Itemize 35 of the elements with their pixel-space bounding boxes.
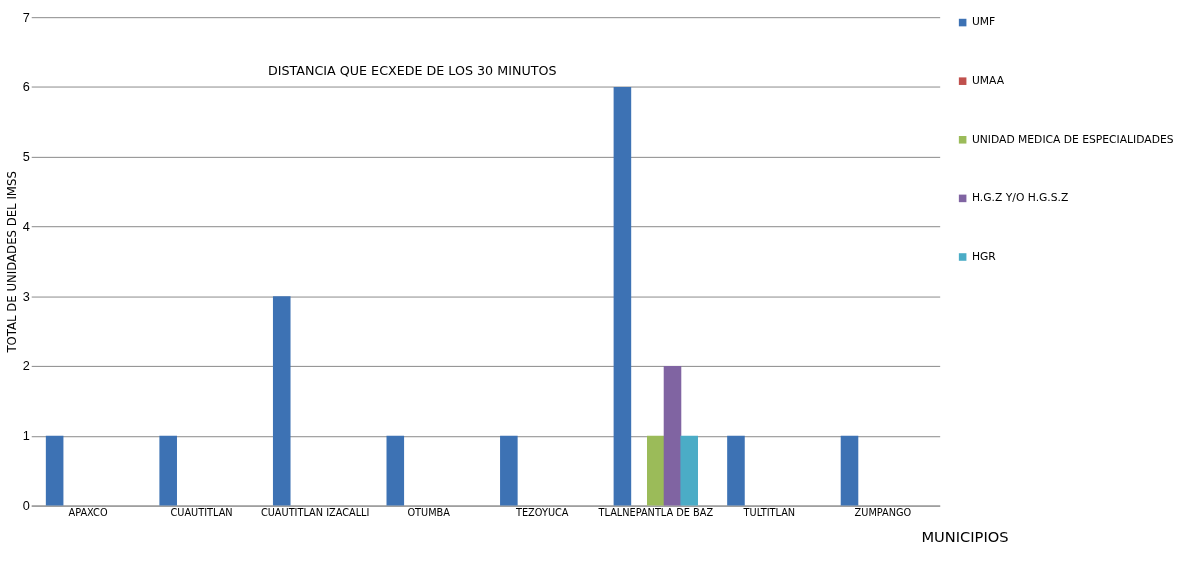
x-tick-label: TULTITLAN xyxy=(742,506,796,518)
bar xyxy=(647,435,665,506)
bar xyxy=(613,86,632,506)
bar xyxy=(159,435,177,506)
annotation: DISTANCIA QUE ECXEDE DE LOS 30 MINUTOS xyxy=(267,62,557,78)
bar xyxy=(386,435,405,506)
x-tick-label: OTUMBA xyxy=(407,506,451,518)
bar xyxy=(500,435,518,506)
bar xyxy=(663,366,682,506)
bar xyxy=(727,435,745,506)
legend-label: H.G.Z Y/O H.G.S.Z xyxy=(971,191,1069,205)
legend-label: HGR xyxy=(971,249,997,263)
legend-label: UNIDAD MEDICA DE ESPECIALIDADES xyxy=(971,132,1174,146)
y-tick-label: 0 xyxy=(22,498,30,513)
y-axis-title: TOTAL DE UNIDADES DEL IMSS xyxy=(4,171,19,354)
legend-label: UMAA xyxy=(971,74,1005,88)
y-tick-label: 7 xyxy=(22,10,30,25)
x-tick-label: APAXCO xyxy=(68,506,108,518)
legend-label: UMF xyxy=(971,15,996,29)
x-tick-label: TEZOYUCA xyxy=(514,506,569,518)
bar xyxy=(840,435,859,506)
x-axis-title: MUNICIPIOS xyxy=(921,528,1009,546)
x-tick-label: CUAUTITLAN IZACALLI xyxy=(260,506,370,518)
x-tick-label: ZUMPANGO xyxy=(854,506,912,518)
y-tick-label: 3 xyxy=(22,289,30,304)
bar xyxy=(680,435,698,506)
x-tick-label: TLALNEPANTLA DE BAZ xyxy=(597,506,714,518)
y-tick-label: 5 xyxy=(22,150,30,165)
bar xyxy=(272,296,291,506)
x-tick-label: CUAUTITLAN xyxy=(170,506,233,518)
bar xyxy=(45,435,64,506)
y-tick-label: 4 xyxy=(22,219,30,234)
y-tick-label: 6 xyxy=(22,80,30,95)
y-tick-label: 2 xyxy=(22,359,30,374)
y-tick-label: 1 xyxy=(22,429,30,444)
